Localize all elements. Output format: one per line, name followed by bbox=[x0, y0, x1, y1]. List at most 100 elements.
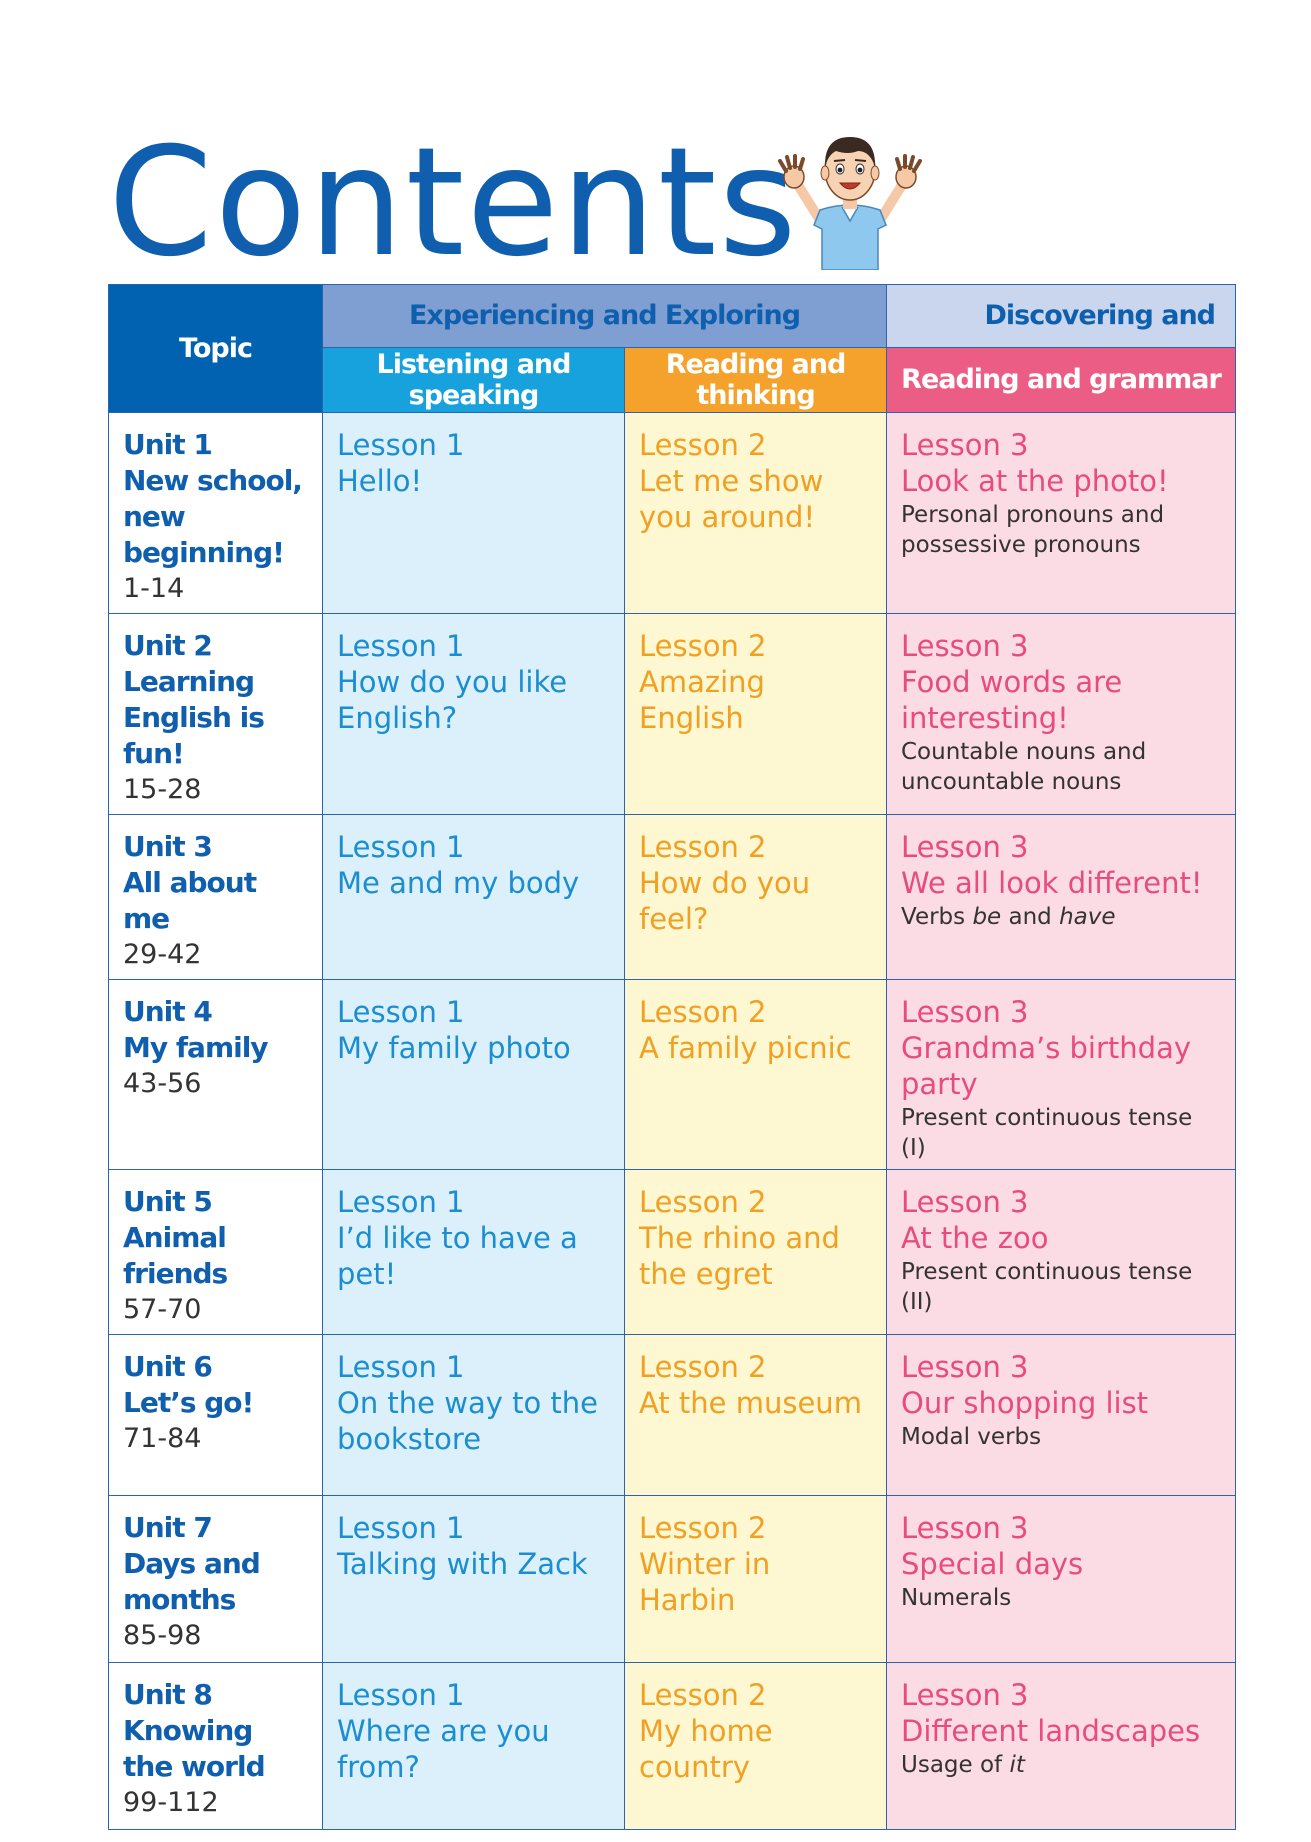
header-experiencing-exploring: Experiencing and Exploring bbox=[322, 284, 887, 348]
grammar-note: Present continuous tense (I) bbox=[901, 1105, 1193, 1161]
lesson-title: Food words are interesting! bbox=[901, 665, 1123, 735]
listening-lesson-cell: Lesson 1 On the way to the bookstore bbox=[322, 1334, 625, 1496]
lesson-title: Let me show you around! bbox=[639, 464, 824, 534]
lesson-label: Lesson 1 bbox=[337, 995, 465, 1029]
lesson-title: The rhino and the egret bbox=[639, 1221, 840, 1291]
lesson-label: Lesson 3 bbox=[901, 1678, 1029, 1712]
lesson-title: Where are you from? bbox=[337, 1714, 550, 1784]
grammar-note: Modal verbs bbox=[901, 1424, 1042, 1450]
grammar-lesson-cell: Lesson 3 Food words are interesting! Cou… bbox=[886, 613, 1236, 815]
header-reading-thinking: Reading and thinking bbox=[624, 346, 887, 414]
unit-number: Unit 2 bbox=[123, 629, 213, 662]
contents-table: Topic Experiencing and Exploring Discove… bbox=[108, 284, 1236, 1830]
topic-cell: Unit 3 All about me 29-42 bbox=[108, 814, 323, 980]
unit-row: Unit 7 Days and months 85-98 Lesson 1 Ta… bbox=[108, 1495, 1236, 1663]
grammar-lesson-cell: Lesson 3 At the zoo Present continuous t… bbox=[886, 1169, 1236, 1335]
boy-mascot-illustration bbox=[778, 137, 922, 270]
grammar-lesson-cell: Lesson 3 Different landscapes Usage of i… bbox=[886, 1662, 1236, 1830]
lesson-label: Lesson 1 bbox=[337, 629, 465, 663]
lesson-label: Lesson 2 bbox=[639, 428, 767, 462]
listening-lesson-cell: Lesson 1 Hello! bbox=[322, 412, 625, 614]
reading-lesson-cell: Lesson 2 A family picnic bbox=[624, 979, 887, 1170]
lesson-title: Different landscapes bbox=[901, 1714, 1201, 1748]
unit-number: Unit 1 bbox=[123, 428, 213, 461]
unit-row: Unit 4 My family 43-56 Lesson 1 My famil… bbox=[108, 979, 1236, 1170]
lesson-label: Lesson 1 bbox=[337, 1185, 465, 1219]
lesson-label: Lesson 3 bbox=[901, 1350, 1029, 1384]
lesson-title: We all look different! bbox=[901, 866, 1203, 900]
lesson-label: Lesson 2 bbox=[639, 629, 767, 663]
unit-number: Unit 8 bbox=[123, 1678, 213, 1711]
lesson-title: My home country bbox=[639, 1714, 773, 1784]
reading-lesson-cell: Lesson 2 Let me show you around! bbox=[624, 412, 887, 614]
listening-lesson-cell: Lesson 1 How do you like English? bbox=[322, 613, 625, 815]
topic-cell: Unit 6 Let’s go! 71-84 bbox=[108, 1334, 323, 1496]
unit-pages: 71-84 bbox=[123, 1423, 202, 1454]
unit-pages: 99-112 bbox=[123, 1787, 219, 1818]
topic-cell: Unit 7 Days and months 85-98 bbox=[108, 1495, 323, 1663]
listening-lesson-cell: Lesson 1 Where are you from? bbox=[322, 1662, 625, 1830]
unit-row: Unit 6 Let’s go! 71-84 Lesson 1 On the w… bbox=[108, 1334, 1236, 1496]
lesson-title: At the zoo bbox=[901, 1221, 1049, 1255]
reading-lesson-cell: Lesson 2 Winter in Harbin bbox=[624, 1495, 887, 1663]
lesson-title: My family photo bbox=[337, 1031, 571, 1065]
lesson-label: Lesson 2 bbox=[639, 995, 767, 1029]
lesson-title: How do you like English? bbox=[337, 665, 568, 735]
lesson-label: Lesson 1 bbox=[337, 1350, 465, 1384]
reading-lesson-cell: Lesson 2 At the museum bbox=[624, 1334, 887, 1496]
grammar-lesson-cell: Lesson 3 Grandma’s birthday party Presen… bbox=[886, 979, 1236, 1170]
lesson-title: Look at the photo! bbox=[901, 464, 1169, 498]
lesson-label: Lesson 1 bbox=[337, 830, 465, 864]
unit-name: Days and months bbox=[123, 1547, 261, 1616]
grammar-note: Verbs be and have bbox=[901, 904, 1116, 930]
unit-number: Unit 7 bbox=[123, 1511, 213, 1544]
unit-name: Learning English is fun! bbox=[123, 665, 265, 770]
topic-cell: Unit 8 Knowing the world 99-112 bbox=[108, 1662, 323, 1830]
topic-cell: Unit 4 My family 43-56 bbox=[108, 979, 323, 1170]
lesson-label: Lesson 1 bbox=[337, 428, 465, 462]
header-listening-speaking: Listening and speaking bbox=[322, 346, 625, 414]
grammar-note: Countable nouns and uncountable nouns bbox=[901, 739, 1147, 795]
grammar-lesson-cell: Lesson 3 Special days Numerals bbox=[886, 1495, 1236, 1663]
lesson-label: Lesson 1 bbox=[337, 1678, 465, 1712]
topic-cell: Unit 2 Learning English is fun! 15-28 bbox=[108, 613, 323, 815]
lesson-title: Winter in Harbin bbox=[639, 1547, 771, 1617]
unit-number: Unit 3 bbox=[123, 830, 213, 863]
lesson-title: Amazing English bbox=[639, 665, 765, 735]
lesson-label: Lesson 3 bbox=[901, 1511, 1029, 1545]
unit-pages: 29-42 bbox=[123, 939, 202, 970]
lesson-label: Lesson 1 bbox=[337, 1511, 465, 1545]
grammar-lesson-cell: Lesson 3 We all look different! Verbs be… bbox=[886, 814, 1236, 980]
lesson-title: Our shopping list bbox=[901, 1386, 1149, 1420]
unit-name: New school, new beginning! bbox=[123, 464, 303, 569]
lesson-label: Lesson 2 bbox=[639, 830, 767, 864]
lesson-label: Lesson 2 bbox=[639, 1511, 767, 1545]
unit-row: Unit 8 Knowing the world 99-112 Lesson 1… bbox=[108, 1662, 1236, 1830]
listening-lesson-cell: Lesson 1 Talking with Zack bbox=[322, 1495, 625, 1663]
grammar-note: Usage of it bbox=[901, 1752, 1025, 1778]
grammar-note: Numerals bbox=[901, 1585, 1012, 1611]
lesson-title: Hello! bbox=[337, 464, 423, 498]
lesson-title: Grandma’s birthday party bbox=[901, 1031, 1191, 1101]
page-title: Contents bbox=[108, 116, 799, 290]
unit-pages: 15-28 bbox=[123, 774, 202, 805]
lesson-title: Me and my body bbox=[337, 866, 580, 900]
lesson-title: On the way to the bookstore bbox=[337, 1386, 599, 1456]
unit-number: Unit 6 bbox=[123, 1350, 213, 1383]
unit-row: Unit 5 Animal friends 57-70 Lesson 1 I’d… bbox=[108, 1169, 1236, 1335]
reading-lesson-cell: Lesson 2 The rhino and the egret bbox=[624, 1169, 887, 1335]
lesson-label: Lesson 3 bbox=[901, 428, 1029, 462]
unit-name: My family bbox=[123, 1031, 269, 1064]
lesson-title: I’d like to have a pet! bbox=[337, 1221, 578, 1291]
grammar-note: Personal pronouns and possessive pronoun… bbox=[901, 502, 1165, 558]
grammar-lesson-cell: Lesson 3 Our shopping list Modal verbs bbox=[886, 1334, 1236, 1496]
header-discovering: Discovering and bbox=[886, 284, 1236, 348]
unit-name: Let’s go! bbox=[123, 1386, 254, 1419]
lesson-label: Lesson 3 bbox=[901, 629, 1029, 663]
unit-name: Animal friends bbox=[123, 1221, 228, 1290]
topic-cell: Unit 5 Animal friends 57-70 bbox=[108, 1169, 323, 1335]
lesson-label: Lesson 2 bbox=[639, 1185, 767, 1219]
reading-lesson-cell: Lesson 2 Amazing English bbox=[624, 613, 887, 815]
unit-pages: 1-14 bbox=[123, 573, 185, 604]
unit-pages: 85-98 bbox=[123, 1620, 202, 1651]
